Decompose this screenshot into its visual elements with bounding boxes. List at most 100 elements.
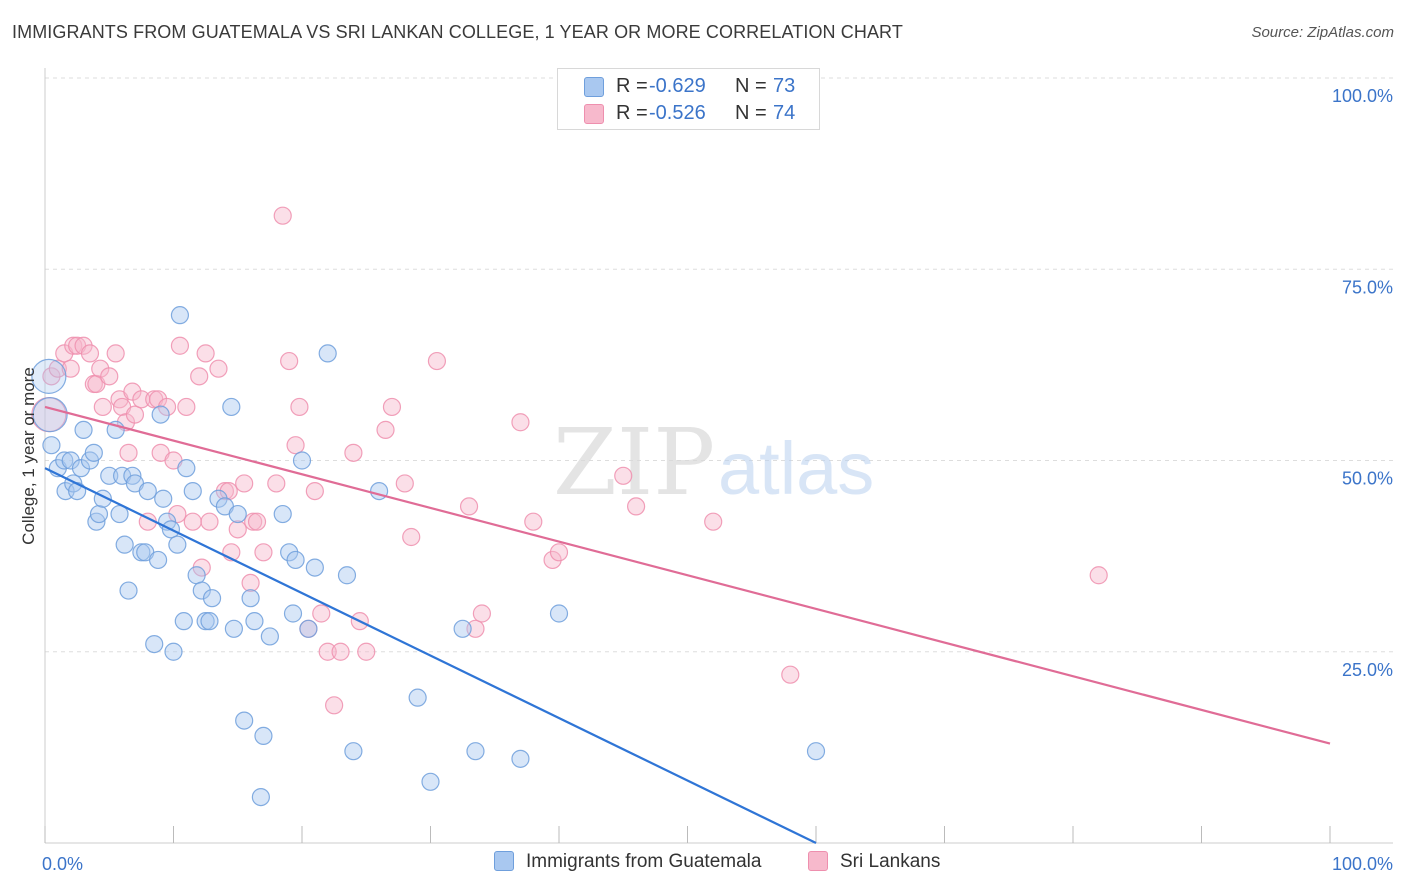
point-sri-lankans	[267, 474, 286, 493]
point-guatemala	[151, 405, 170, 424]
point-guatemala	[224, 619, 243, 638]
chart-title: IMMIGRANTS FROM GUATEMALA VS SRI LANKAN …	[12, 22, 903, 42]
point-sri-lankans	[200, 512, 219, 531]
point-sri-lankans	[228, 520, 247, 539]
point-guatemala	[42, 436, 61, 455]
point-guatemala	[115, 535, 134, 554]
bottom-legend-label-guatemala: Immigrants from Guatemala	[526, 851, 762, 872]
x-ticks	[44, 826, 1331, 843]
point-guatemala	[119, 581, 138, 600]
point-guatemala	[806, 742, 826, 761]
legend-r-label: R =	[616, 102, 648, 124]
legend-n-value: 73	[773, 75, 796, 97]
point-sri-lankans	[305, 482, 324, 501]
point-sri-lankans	[704, 512, 723, 531]
point-sri-lankans	[93, 397, 112, 417]
point-sri-lankans	[781, 665, 800, 684]
watermark-atlas: atlas	[718, 427, 874, 510]
point-guatemala	[174, 612, 193, 631]
legend-n-value: 74	[773, 102, 796, 124]
point-sri-lankans	[100, 367, 119, 386]
bottom-legend-guatemala: Immigrants from Guatemala	[494, 851, 761, 873]
x-tick-label-0: 0.0%	[42, 854, 83, 874]
trend-line-guatemala	[44, 467, 817, 844]
point-sri-lankans	[524, 512, 543, 531]
point-sri-lankans	[241, 573, 260, 593]
point-guatemala	[228, 504, 247, 524]
point-sri-lankans	[254, 543, 273, 562]
point-guatemala	[154, 489, 173, 508]
axes	[44, 68, 1393, 844]
point-guatemala	[283, 604, 303, 623]
point-sri-lankans	[170, 336, 190, 355]
point-sri-lankans	[344, 443, 363, 462]
point-guatemala	[466, 742, 485, 761]
point-guatemala	[138, 482, 157, 501]
point-sri-lankans	[1089, 566, 1108, 585]
legend-r-label: R =	[616, 75, 648, 97]
bottom-legend-sri-lankans: Sri Lankans	[808, 851, 940, 873]
point-sri-lankans	[64, 336, 83, 355]
point-guatemala	[337, 566, 357, 585]
y-tick-label-100: 100.0%	[1332, 86, 1393, 106]
point-guatemala	[251, 787, 270, 807]
legend-row-guatemala: R = -0.629 N = 73	[558, 74, 819, 100]
point-guatemala	[286, 550, 305, 570]
point-sri-lankans	[466, 619, 485, 638]
point-sri-lankans	[280, 351, 299, 371]
point-guatemala	[164, 642, 183, 661]
y-tick-label-50: 50.0%	[1342, 469, 1393, 489]
bottom-legend-swatch-blue	[494, 851, 514, 871]
point-guatemala	[222, 397, 241, 417]
point-guatemala	[170, 306, 190, 325]
point-sri-lankans	[119, 443, 138, 462]
point-guatemala	[202, 589, 222, 608]
x-tick-label-100: 100.0%	[1332, 854, 1393, 874]
source-label: Source: ZipAtlas.com	[1251, 24, 1394, 41]
point-sri-lankans	[331, 642, 350, 661]
point-guatemala	[511, 749, 530, 768]
point-sri-lankans	[273, 206, 292, 225]
point-guatemala	[299, 619, 318, 638]
point-sri-lankans	[318, 642, 337, 661]
point-sri-lankans	[382, 397, 402, 417]
point-sri-lankans	[472, 604, 491, 623]
point-sri-lankans	[219, 482, 238, 501]
point-sri-lankans	[459, 497, 479, 516]
y-axis-title: College, 1 year or more	[19, 367, 38, 545]
point-guatemala	[68, 482, 87, 501]
watermark: ZIP atlas	[553, 409, 874, 516]
point-sri-lankans	[395, 474, 414, 493]
point-guatemala	[31, 358, 67, 394]
series-guatemala	[31, 306, 826, 807]
legend-n-label: N =	[735, 75, 767, 97]
point-guatemala	[32, 397, 68, 433]
point-guatemala	[421, 772, 440, 791]
legend-r-value: -0.526	[649, 102, 706, 124]
point-guatemala	[168, 535, 187, 554]
point-sri-lankans	[48, 359, 67, 378]
point-sri-lankans	[125, 405, 145, 424]
point-sri-lankans	[290, 397, 309, 417]
point-sri-lankans	[312, 604, 331, 623]
bottom-legend-swatch-pink	[808, 851, 828, 871]
point-guatemala	[55, 451, 74, 470]
point-guatemala	[196, 612, 215, 631]
point-guatemala	[549, 604, 569, 623]
point-guatemala	[192, 581, 211, 600]
point-sri-lankans	[209, 359, 228, 378]
point-guatemala	[273, 504, 292, 524]
point-guatemala	[260, 627, 279, 646]
point-guatemala	[132, 543, 151, 562]
point-guatemala	[235, 711, 254, 730]
point-sri-lankans	[325, 696, 344, 715]
grid-lines	[45, 77, 1393, 653]
legend-r-value: -0.629	[649, 75, 706, 97]
point-guatemala	[89, 504, 109, 524]
point-sri-lankans	[244, 512, 263, 531]
point-guatemala	[344, 742, 363, 761]
point-sri-lankans	[168, 504, 187, 524]
point-sri-lankans	[61, 359, 80, 378]
point-guatemala	[148, 550, 168, 570]
